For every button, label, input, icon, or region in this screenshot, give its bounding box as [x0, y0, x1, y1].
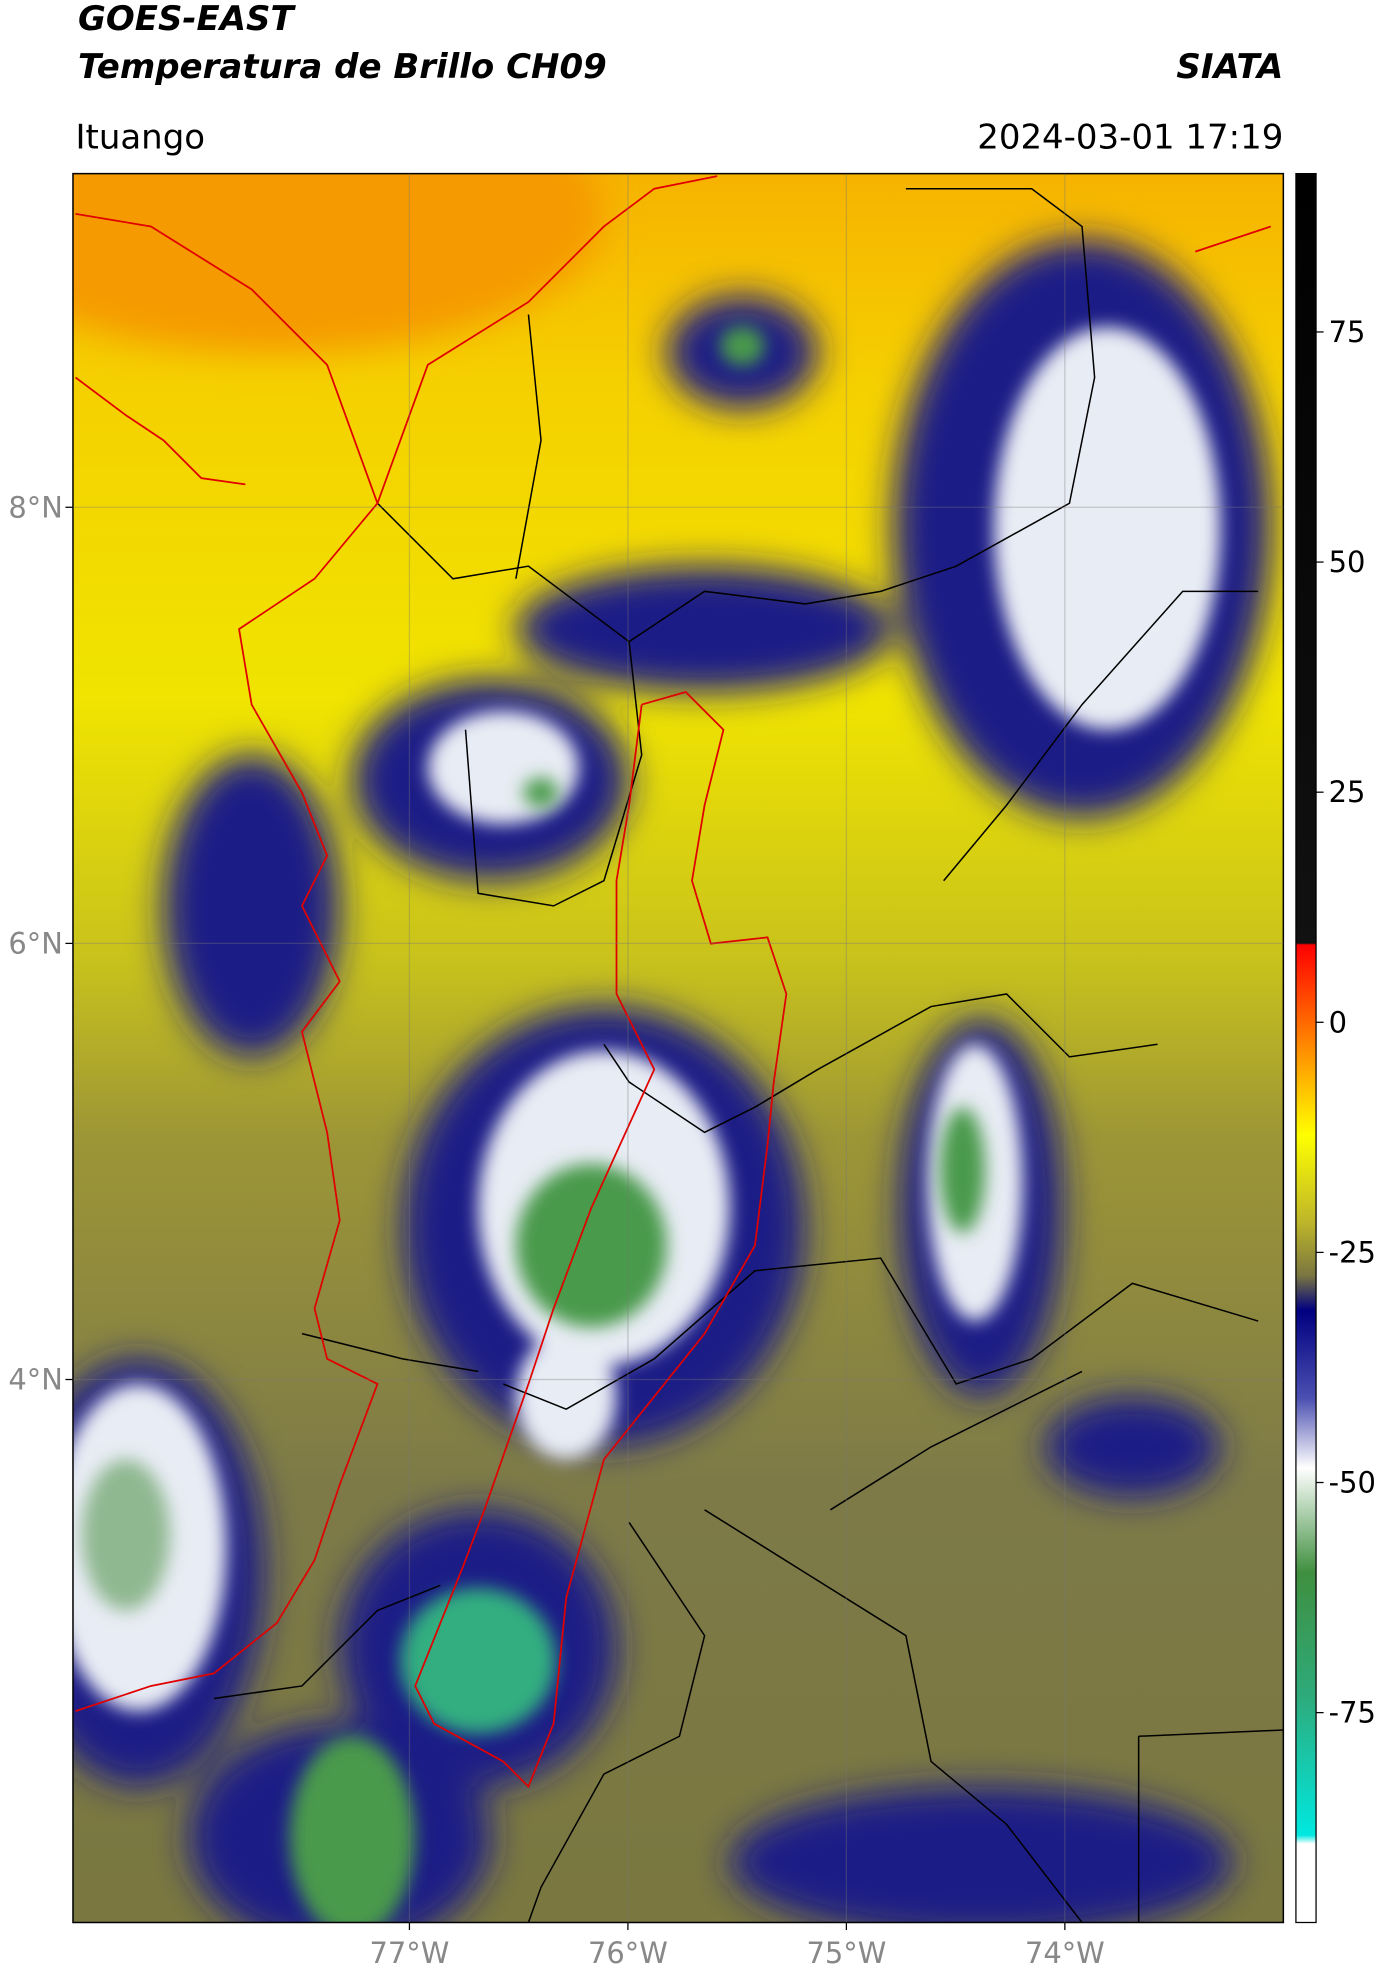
colorbar-tick-label: -25 [1329, 1235, 1376, 1269]
department-borders [213, 187, 1284, 1923]
datetime: 2024-03-01 17:19 [977, 117, 1283, 157]
source: SIATA [1176, 47, 1283, 87]
x-tick-label: 74°W [1025, 1936, 1105, 1970]
y-tick-label: 8°N [8, 490, 63, 524]
colorbar [1295, 172, 1317, 1924]
colorbar-tick-label: -50 [1329, 1466, 1376, 1500]
colorbar-tick-label: 50 [1329, 545, 1366, 579]
x-tick-label: 77°W [369, 1936, 449, 1970]
map-frame [72, 172, 1285, 1924]
axes: 77°W 76°W 75°W 74°W 8°N 6°N 4°N 75 50 25 0 -25 -50 -7… [8, 173, 1376, 1970]
colorbar-tick-label: 25 [1329, 775, 1366, 809]
map-imagery [72, 173, 1284, 1923]
country-borders [74, 175, 1272, 1789]
y-tick-label: 4°N [8, 1363, 63, 1397]
colorbar-tick-label: 75 [1329, 315, 1366, 349]
y-tick-label: 6°N [8, 926, 63, 960]
location: Ituango [75, 117, 205, 157]
subtitle: Temperatura de Brillo CH09 [78, 47, 607, 87]
colorbar-tick-label: -75 [1329, 1696, 1376, 1730]
x-tick-label: 76°W [588, 1936, 668, 1970]
title: GOES-EAST [78, 0, 296, 39]
x-tick-label: 75°W [806, 1936, 886, 1970]
colorbar-tick-label: 0 [1329, 1005, 1347, 1039]
